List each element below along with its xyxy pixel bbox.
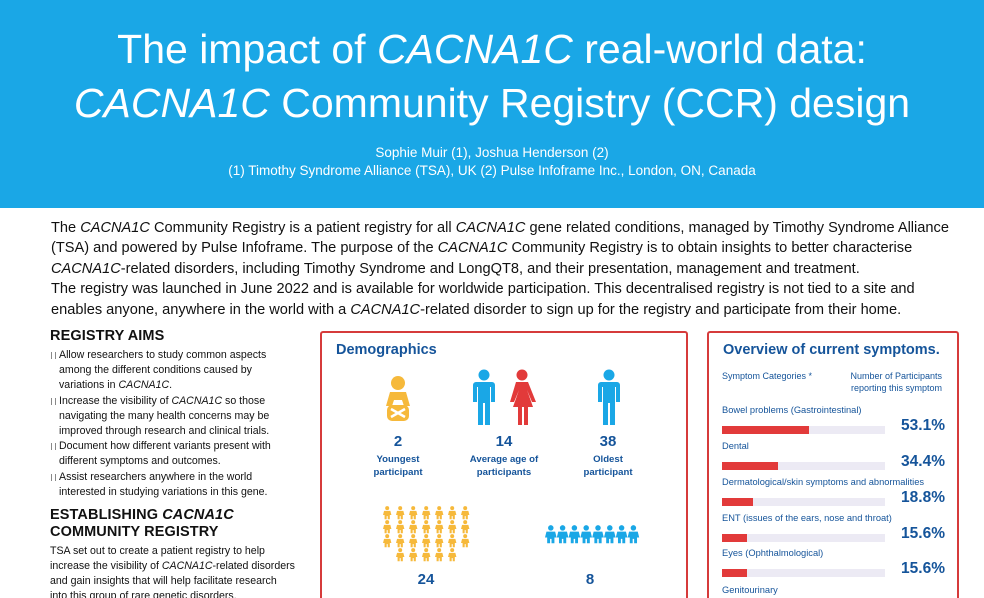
person-figure	[448, 534, 457, 548]
adult-group-icon	[544, 523, 640, 554]
person-figure	[448, 548, 457, 562]
male-female-icon	[466, 369, 542, 432]
symptom-bar	[722, 569, 748, 577]
symptom-bar-track	[722, 569, 885, 577]
symptoms-title: Overview of current symptoms.	[723, 342, 940, 358]
person-figure	[435, 520, 444, 534]
person-figure	[383, 534, 392, 548]
symptom-percent: 15.6%	[901, 525, 945, 542]
person-figure	[396, 520, 405, 534]
symptom-row: Dental 34.4%	[722, 441, 949, 477]
symptom-bar-track	[722, 462, 885, 470]
person-figure	[627, 525, 640, 544]
symptom-label: Genitourinary	[722, 585, 778, 595]
symptom-row: Eyes (Ophthalmological) 15.6%	[722, 548, 949, 584]
symptom-category-header: Symptom Categories *	[722, 371, 813, 381]
person-figure	[409, 520, 418, 534]
symptom-row: Bowel problems (Gastrointestinal) 53.1%	[722, 405, 949, 441]
person-figure	[580, 525, 592, 544]
symptom-percent: 18.8%	[901, 489, 945, 506]
person-icon	[593, 369, 625, 432]
person-figure	[435, 548, 444, 562]
person-figure	[556, 525, 569, 544]
youngest-value: 2	[393, 433, 403, 450]
person-figure	[396, 506, 405, 520]
aim-item: Assist researchers anywhere in the world…	[50, 470, 295, 500]
person-figure	[461, 534, 470, 548]
affiliations: (1) Timothy Syndrome Alliance (TSA), UK …	[228, 163, 756, 178]
symptom-label: Bowel problems (Gastrointestinal)	[722, 405, 862, 415]
establishing-text: TSA set out to create a patient registry…	[50, 545, 295, 598]
person-figure	[396, 534, 405, 548]
person-figure	[422, 520, 431, 534]
person-figure	[409, 506, 418, 520]
person-figure	[409, 534, 418, 548]
authors: Sophie Muir (1), Joshua Henderson (2)	[375, 145, 609, 160]
average-value: 14	[495, 433, 513, 450]
intro-paragraph-2: The registry was launched in June 2022 a…	[51, 281, 915, 318]
registry-aims-title: REGISTRY AIMS	[50, 328, 165, 344]
symptom-bar	[722, 426, 809, 434]
baby-icon	[382, 375, 414, 430]
person-figure	[448, 520, 457, 534]
symptom-bar-track	[722, 534, 885, 542]
person-figure	[435, 506, 444, 520]
title-line-2: CACNA1C Community Registry (CCR) design	[73, 80, 911, 126]
person-figure	[383, 506, 392, 520]
symptom-bar	[722, 498, 753, 506]
person-figure	[422, 506, 431, 520]
person-figure	[604, 525, 616, 544]
person-figure	[422, 534, 431, 548]
person-figure	[396, 548, 405, 562]
symptom-percent: 15.6%	[901, 560, 945, 577]
average-stat: 14 Average age of participants	[454, 433, 554, 479]
average-label: Average age of participants	[469, 454, 539, 478]
person-figure	[545, 525, 557, 544]
person-figure	[383, 520, 392, 534]
youngest-label: Youngest participant	[373, 454, 423, 478]
symptom-percent: 34.4%	[901, 453, 945, 470]
title-line-1: The impact of CACNA1C real-world data:	[117, 26, 867, 72]
symptom-bar	[722, 534, 748, 542]
over-value: 8	[585, 571, 595, 588]
person-figure	[615, 525, 628, 544]
person-figure	[422, 548, 431, 562]
aim-item: Allow researchers to study common aspect…	[50, 348, 295, 394]
symptom-percent: 53.1%	[901, 417, 945, 434]
oldest-label: Oldest participant	[583, 454, 633, 478]
child-group-icon	[382, 505, 476, 568]
youngest-stat: 2 Youngest participant	[348, 433, 448, 479]
person-figure	[409, 548, 418, 562]
intro-text: The CACNA1C Community Registry is a pati…	[51, 218, 951, 320]
demographics-title: Demographics	[336, 342, 437, 358]
under-value: 24	[417, 571, 435, 588]
symptom-row: Dermatological/skin symptoms and abnorma…	[722, 477, 949, 513]
symptom-bar-track	[722, 498, 885, 506]
oldest-value: 38	[599, 433, 617, 450]
aim-item: Increase the visibility of CACNA1C so th…	[50, 394, 295, 440]
symptom-label: ENT (issues of the ears, nose and throat…	[722, 513, 892, 523]
symptom-bar	[722, 462, 779, 470]
demographics-card: Demographics 2 Youngest participant 14 Av…	[320, 331, 688, 598]
symptom-bar-track	[722, 426, 885, 434]
person-figure	[461, 506, 470, 520]
person-figure	[448, 506, 457, 520]
symptom-label: Dermatological/skin symptoms and abnorma…	[722, 477, 925, 487]
person-figure	[461, 520, 470, 534]
symptom-row: ENT (issues of the ears, nose and throat…	[722, 513, 949, 549]
intro-paragraph-1: The CACNA1C Community Registry is a pati…	[51, 220, 949, 277]
person-figure	[568, 525, 581, 544]
aim-item: Document how different variants present …	[50, 439, 295, 469]
symptom-label: Dental	[722, 441, 749, 451]
oldest-stat: 38 Oldest participant	[558, 433, 658, 479]
registry-aims-list: Allow researchers to study common aspect…	[50, 348, 295, 500]
symptoms-card: Overview of current symptoms. Symptom Ca…	[707, 331, 959, 598]
establishing-title: ESTABLISHING CACNA1C COMMUNITY REGISTRY	[50, 507, 234, 541]
participant-count-header: Number of Participants reporting this sym…	[850, 371, 942, 393]
left-column: REGISTRY AIMS Allow researchers to study…	[50, 328, 295, 598]
person-figure	[592, 525, 604, 544]
person-figure	[435, 534, 444, 548]
poster-header: The impact of CACNA1C real-world data: C…	[0, 0, 984, 208]
symptom-label: Eyes (Ophthalmological)	[722, 548, 824, 558]
